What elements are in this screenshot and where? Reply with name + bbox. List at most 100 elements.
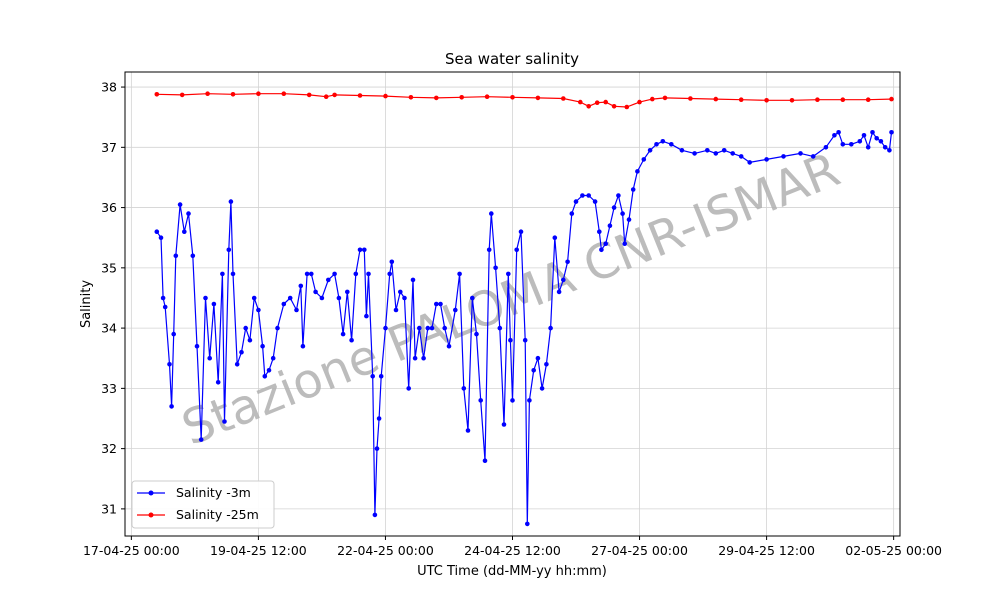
- data-point-3m: [434, 301, 439, 307]
- legend-label-3m: Salinity -3m: [176, 485, 251, 500]
- data-point-3m: [256, 307, 261, 313]
- data-point-25m: [323, 94, 329, 99]
- x-axis-ticks: 17-04-25 00:00 19-04-25 12:00 22-04-25 00:…: [83, 536, 942, 558]
- data-point-25m: [332, 92, 337, 98]
- data-point-3m: [535, 355, 541, 361]
- data-point-3m: [857, 139, 863, 144]
- data-point-3m: [730, 151, 735, 156]
- data-point-3m: [569, 211, 575, 216]
- data-point-25m: [306, 92, 312, 98]
- data-point-3m: [453, 307, 458, 313]
- data-point-3m: [362, 247, 367, 253]
- data-point-3m: [544, 362, 549, 367]
- data-point-3m: [705, 148, 710, 153]
- data-point-3m: [357, 247, 363, 253]
- data-point-3m: [592, 199, 598, 204]
- data-point-3m: [630, 187, 636, 192]
- data-point-3m: [611, 205, 617, 210]
- data-point-25m: [789, 98, 795, 103]
- data-point-3m: [239, 349, 244, 355]
- data-point-3m: [173, 253, 179, 259]
- data-point-3m: [599, 247, 604, 253]
- data-point-25m: [713, 96, 719, 102]
- data-point-3m: [531, 368, 536, 373]
- data-point-25m: [889, 96, 894, 102]
- data-point-3m: [882, 145, 888, 150]
- data-point-3m: [647, 148, 653, 153]
- data-point-3m: [525, 521, 530, 527]
- data-point-3m: [620, 211, 625, 216]
- data-point-3m: [207, 355, 212, 361]
- data-point-3m: [211, 301, 217, 307]
- data-point-3m: [281, 301, 287, 307]
- data-point-3m: [389, 259, 395, 265]
- data-point-25m: [383, 93, 388, 99]
- data-point-3m: [497, 325, 503, 331]
- data-point-3m: [393, 307, 399, 313]
- data-point-3m: [781, 154, 786, 159]
- data-point-25m: [624, 104, 630, 110]
- data-point-3m: [457, 271, 462, 277]
- data-point-3m: [421, 355, 426, 361]
- data-point-3m: [366, 271, 371, 277]
- data-point-3m: [738, 154, 744, 159]
- data-point-3m: [887, 148, 892, 153]
- y-axis-ticks: 31 32 33 34 35 36 37 38: [101, 80, 125, 516]
- y-tick-label: 32: [101, 441, 117, 456]
- data-point-3m: [747, 160, 752, 165]
- data-point-3m: [465, 428, 471, 433]
- data-point-25m: [815, 97, 820, 102]
- data-point-3m: [349, 337, 354, 343]
- data-point-3m: [230, 271, 236, 277]
- data-point-3m: [304, 271, 310, 277]
- data-point-3m: [370, 374, 376, 379]
- data-point-25m: [154, 92, 160, 97]
- data-point-25m: [281, 91, 287, 96]
- data-point-3m: [635, 169, 640, 174]
- data-point-3m: [376, 416, 382, 421]
- data-point-3m: [616, 193, 621, 198]
- data-point-3m: [527, 398, 532, 403]
- data-point-3m: [262, 374, 268, 379]
- data-point-3m: [429, 325, 435, 331]
- data-point-3m: [398, 289, 403, 295]
- data-point-3m: [510, 398, 515, 403]
- data-point-25m: [230, 92, 236, 97]
- data-point-3m: [177, 202, 183, 207]
- data-point-3m: [836, 130, 841, 135]
- data-point-3m: [607, 223, 613, 228]
- data-point-25m: [459, 95, 465, 100]
- data-point-3m: [580, 193, 585, 198]
- series-line-25m: [156, 93, 892, 108]
- data-point-3m: [412, 355, 418, 361]
- data-point-3m: [660, 139, 666, 144]
- data-point-3m: [470, 295, 475, 301]
- data-point-25m: [561, 96, 566, 101]
- x-tick-label: 22-04-25 00:00: [337, 543, 434, 558]
- data-point-3m: [669, 142, 674, 147]
- data-point-3m: [203, 295, 208, 301]
- y-axis-label: Salinity: [79, 280, 94, 328]
- data-point-3m: [478, 398, 484, 403]
- data-point-25m: [408, 95, 414, 100]
- data-point-25m: [738, 97, 744, 102]
- data-point-3m: [228, 199, 234, 204]
- data-point-3m: [679, 148, 685, 153]
- data-point-3m: [300, 343, 306, 349]
- data-point-25m: [535, 95, 541, 101]
- data-point-3m: [438, 301, 443, 307]
- data-point-25m: [179, 92, 185, 98]
- data-point-3m: [870, 130, 875, 135]
- data-point-3m: [266, 368, 272, 373]
- x-tick-label: 02-05-25 00:00: [845, 543, 942, 558]
- data-point-3m: [340, 331, 346, 337]
- data-point-3m: [167, 362, 172, 367]
- data-point-3m: [294, 307, 299, 313]
- data-point-25m: [764, 98, 769, 103]
- data-point-3m: [586, 193, 591, 198]
- data-point-3m: [861, 133, 867, 138]
- data-point-3m: [425, 325, 431, 331]
- y-tick-label: 33: [101, 381, 117, 396]
- data-point-3m: [501, 422, 507, 427]
- data-point-3m: [508, 337, 513, 343]
